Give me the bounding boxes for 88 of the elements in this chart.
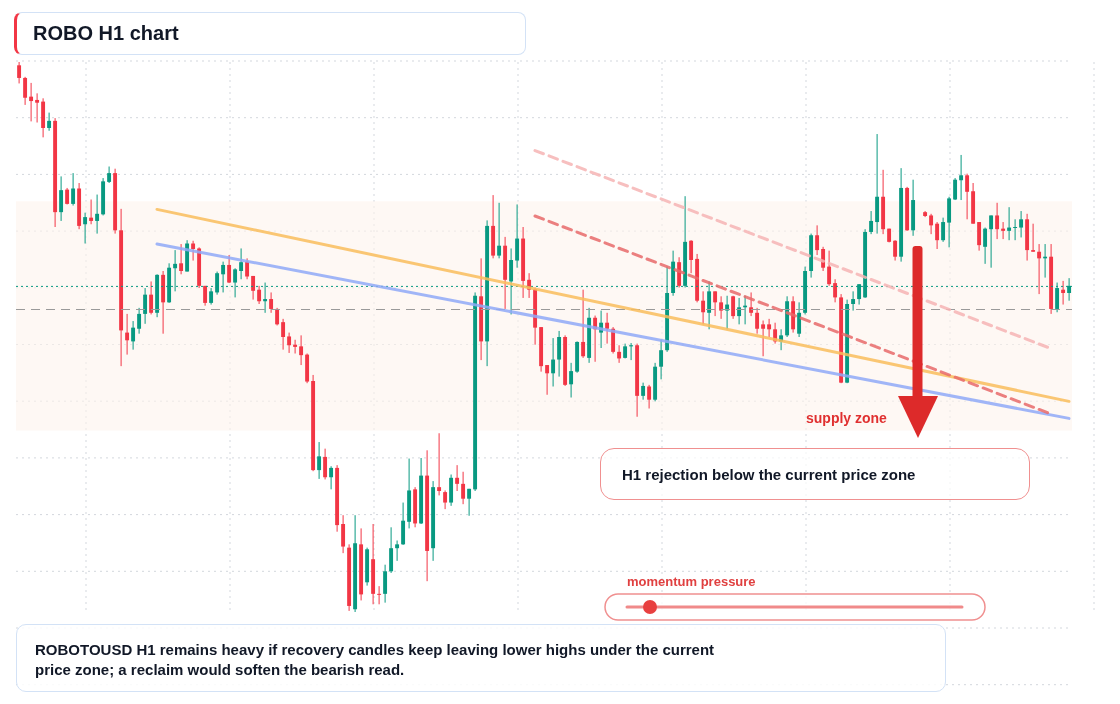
candlestick bbox=[647, 384, 652, 409]
candlestick bbox=[689, 239, 694, 274]
candlestick bbox=[1031, 223, 1036, 253]
candlestick bbox=[545, 364, 550, 396]
candlestick bbox=[581, 289, 586, 359]
candlestick bbox=[341, 514, 346, 554]
candlestick bbox=[395, 540, 400, 562]
candlestick bbox=[17, 62, 22, 84]
candlestick bbox=[1061, 280, 1066, 306]
candlestick bbox=[659, 339, 664, 380]
candlestick bbox=[557, 330, 562, 378]
candlestick bbox=[815, 224, 820, 256]
candlestick bbox=[941, 217, 946, 243]
candlestick bbox=[713, 290, 718, 317]
candlestick bbox=[377, 585, 382, 605]
candlestick bbox=[461, 471, 466, 505]
candlestick bbox=[59, 175, 64, 222]
annotation: supply zone bbox=[806, 410, 887, 426]
candlestick bbox=[281, 318, 286, 351]
candlestick bbox=[179, 243, 184, 275]
candlestick bbox=[23, 76, 28, 106]
candlestick bbox=[965, 173, 970, 220]
candlestick bbox=[29, 82, 34, 122]
candlestick bbox=[83, 212, 88, 244]
candlestick bbox=[617, 344, 622, 364]
candlestick bbox=[737, 297, 742, 325]
candlestick bbox=[983, 227, 988, 265]
candlestick bbox=[95, 194, 100, 235]
candlestick bbox=[1007, 206, 1012, 241]
candlestick bbox=[755, 307, 760, 335]
candlestick bbox=[467, 488, 472, 517]
candlestick bbox=[443, 489, 448, 510]
candlestick bbox=[329, 465, 334, 490]
candlestick bbox=[227, 254, 232, 284]
callout-box: H1 rejection below the current price zone bbox=[600, 448, 1030, 500]
candlestick bbox=[401, 502, 406, 546]
candlestick bbox=[257, 285, 262, 305]
candlestick bbox=[89, 199, 94, 225]
candlestick bbox=[995, 202, 1000, 240]
candlestick bbox=[35, 92, 40, 123]
candlestick bbox=[143, 287, 148, 325]
candlestick bbox=[497, 202, 502, 259]
annotation: momentum pressure bbox=[627, 574, 756, 589]
candlestick bbox=[833, 278, 838, 303]
candlestick bbox=[47, 112, 52, 132]
candlestick bbox=[797, 301, 802, 338]
candlestick bbox=[287, 332, 292, 354]
candlestick bbox=[935, 221, 940, 250]
candlestick bbox=[323, 448, 328, 480]
candlestick bbox=[959, 154, 964, 201]
candlestick bbox=[317, 441, 322, 480]
candlestick bbox=[977, 221, 982, 252]
candlestick bbox=[71, 172, 76, 207]
candlestick bbox=[929, 213, 934, 235]
caption-panel: ROBOTOUSD H1 remains heavy if recovery candles keep leaving lower highs under the current price zone; a reclaim would soften the bearish read. bbox=[16, 624, 946, 692]
chart-title: ROBO H1 chart bbox=[33, 22, 179, 45]
candlestick bbox=[455, 464, 460, 492]
candlestick bbox=[869, 210, 874, 235]
title-panel: ROBO H1 chart bbox=[14, 12, 526, 55]
candlestick bbox=[149, 280, 154, 315]
candlestick bbox=[389, 526, 394, 574]
candlestick bbox=[383, 564, 388, 604]
candlestick bbox=[299, 334, 304, 366]
candlestick bbox=[131, 320, 136, 351]
candlestick bbox=[137, 307, 142, 335]
candlestick bbox=[125, 313, 130, 356]
candlestick bbox=[605, 312, 610, 345]
candlestick bbox=[269, 291, 274, 314]
candlestick bbox=[437, 432, 442, 496]
candlestick bbox=[239, 247, 244, 280]
candlestick bbox=[1013, 218, 1018, 241]
candlestick bbox=[761, 320, 766, 357]
candlestick bbox=[1019, 210, 1024, 238]
candlestick bbox=[893, 239, 898, 262]
candlestick bbox=[827, 250, 832, 287]
candlestick bbox=[629, 342, 634, 361]
candlestick bbox=[851, 290, 856, 312]
candlestick bbox=[767, 318, 772, 338]
candlestick bbox=[989, 214, 994, 269]
candlestick bbox=[515, 203, 520, 269]
candlestick bbox=[1037, 243, 1042, 295]
candlestick bbox=[719, 295, 724, 320]
candlestick bbox=[551, 337, 556, 387]
annotation: H1 rejection below the current price zone bbox=[622, 465, 916, 483]
candlestick bbox=[749, 291, 754, 317]
candlestick bbox=[245, 257, 250, 280]
candlestick bbox=[701, 290, 706, 325]
candlestick bbox=[569, 362, 574, 398]
